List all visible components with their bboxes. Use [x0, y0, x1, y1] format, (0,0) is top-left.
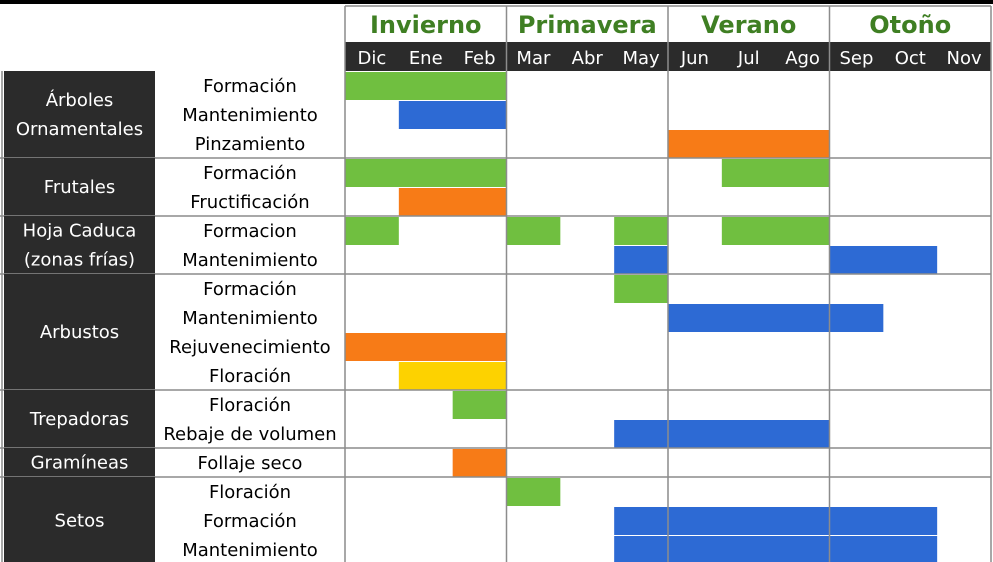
bar-green: [452, 391, 507, 419]
month-label: Sep: [839, 48, 873, 69]
bar-blue: [668, 304, 884, 332]
bar-green: [614, 275, 668, 303]
category-label: Frutales: [44, 177, 115, 198]
category-block: [4, 477, 155, 562]
month-label: Jun: [680, 48, 709, 69]
bar-orange: [452, 449, 507, 477]
category-block: [4, 71, 155, 158]
task-label: Mantenimiento: [182, 105, 318, 126]
category-block: [4, 448, 155, 477]
category-label: Árboles: [46, 89, 114, 111]
task-label: Rebaje de volumen: [163, 424, 336, 445]
bar-blue: [829, 246, 938, 274]
top-border: [0, 0, 993, 4]
task-label: Follaje seco: [198, 453, 303, 474]
category-label: Arbustos: [40, 322, 119, 343]
month-label: Oct: [895, 48, 926, 69]
bar-orange: [668, 130, 830, 158]
category-label: (zonas frías): [24, 250, 135, 271]
bar-green: [345, 159, 507, 187]
task-label: Floración: [209, 395, 291, 416]
bar-green: [721, 159, 830, 187]
bar-green: [614, 217, 668, 245]
month-label: Mar: [516, 48, 551, 69]
season-label: Primavera: [518, 11, 657, 39]
task-label: Rejuvenecimiento: [169, 337, 330, 358]
month-label: Dic: [358, 48, 387, 69]
bar-blue: [614, 420, 830, 448]
month-label: Abr: [572, 48, 604, 69]
bar-blue: [614, 536, 938, 562]
season-label: Verano: [701, 11, 796, 39]
category-block: [4, 390, 155, 448]
bar-orange: [345, 333, 507, 361]
category-block: [4, 158, 155, 216]
category-label: Trepadoras: [29, 409, 129, 430]
category-label: Ornamentales: [16, 119, 143, 140]
task-label: Formación: [203, 511, 297, 532]
task-label: Formación: [203, 279, 297, 300]
category-block: [4, 274, 155, 390]
bar-yellow: [398, 362, 507, 390]
month-label: Nov: [947, 48, 982, 69]
task-label: Mantenimiento: [182, 540, 318, 561]
bar-green: [345, 72, 507, 100]
season-label: Otoño: [869, 11, 951, 39]
task-label: Formacion: [203, 221, 297, 242]
bar-green: [506, 478, 561, 506]
month-label: Ago: [785, 48, 820, 69]
task-label: Mantenimiento: [182, 308, 318, 329]
month-label: Ene: [409, 48, 443, 69]
season-label: Invierno: [370, 11, 482, 39]
task-label: Mantenimiento: [182, 250, 318, 271]
task-label: Pinzamiento: [195, 134, 305, 155]
bar-blue: [398, 101, 507, 129]
bar-blue: [614, 246, 668, 274]
month-label: Jul: [737, 48, 760, 69]
task-label: Fructificación: [190, 192, 309, 213]
category-label: Setos: [55, 511, 105, 532]
task-label: Formación: [203, 163, 297, 184]
category-label: Hoja Caduca: [23, 221, 137, 242]
month-label: Feb: [464, 48, 496, 69]
bar-green: [721, 217, 830, 245]
bar-orange: [398, 188, 507, 216]
month-label: May: [622, 48, 660, 69]
task-label: Floración: [209, 366, 291, 387]
category-block: [4, 216, 155, 274]
task-label: Floración: [209, 482, 291, 503]
bar-green: [345, 217, 399, 245]
bar-green: [506, 217, 561, 245]
bar-blue: [614, 507, 938, 535]
category-label: Gramíneas: [31, 453, 129, 474]
task-label: Formación: [203, 76, 297, 97]
